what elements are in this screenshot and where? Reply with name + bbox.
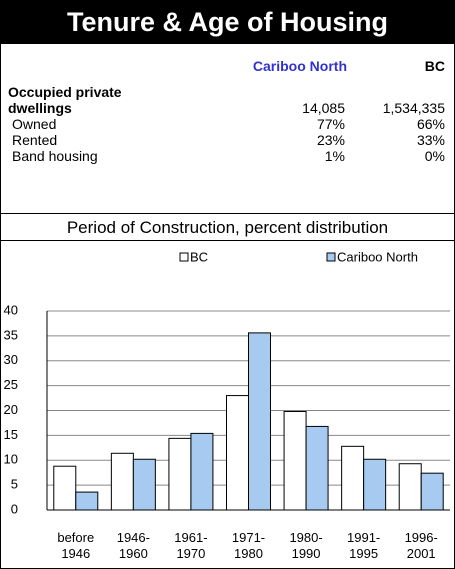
cell-value: 0% (424, 148, 445, 164)
bar (226, 395, 249, 511)
bar (75, 491, 99, 511)
cell-value: 66% (416, 116, 445, 132)
bar (132, 458, 156, 511)
legend-swatch (179, 252, 189, 262)
y-tick-label: 35 (4, 327, 18, 342)
cell-value: 33% (416, 132, 445, 148)
x-tick-label: 1991- 1995 (347, 530, 381, 561)
x-tick-label: before 1946 (57, 530, 95, 561)
cell-value: 1,534,335 (382, 100, 445, 116)
bar (190, 432, 214, 511)
legend-label: BC (190, 249, 208, 264)
bar (305, 425, 329, 511)
x-tick-label: 1971- 1980 (231, 530, 266, 561)
legend-label: Cariboo North (337, 249, 418, 264)
bar (168, 437, 192, 511)
bar (363, 458, 387, 511)
x-tick-label: 1946- 1960 (116, 530, 150, 561)
x-tick-label: 1996- 2001 (404, 530, 438, 561)
bar (398, 463, 422, 511)
legend-swatch (326, 252, 336, 262)
y-tick-label: 5 (11, 477, 18, 492)
y-tick-label: 40 (4, 302, 18, 317)
divider (0, 213, 455, 214)
bar (341, 445, 365, 511)
y-tick-label: 30 (4, 352, 18, 367)
row-label: Occupied private dwellings (8, 84, 122, 116)
bar (110, 452, 134, 511)
bar (283, 410, 307, 511)
row-label: Owned (12, 116, 57, 132)
y-tick-label: 15 (4, 427, 18, 442)
cell-value: 1% (324, 148, 345, 164)
chart-title: Period of Construction, percent distribu… (66, 218, 389, 237)
column-header: BC (424, 58, 445, 74)
row-label: Band housing (12, 148, 98, 164)
bar (420, 472, 444, 511)
title-bar: Tenure & Age of Housing (0, 0, 455, 44)
bar (248, 332, 271, 511)
divider (0, 240, 455, 241)
y-tick-label: 10 (4, 452, 18, 467)
y-tick-label: 25 (4, 377, 18, 392)
column-header: Cariboo North (252, 58, 347, 74)
y-tick-label: 0 (11, 501, 18, 516)
y-tick-label: 20 (4, 402, 18, 417)
cell-value: 77% (316, 116, 345, 132)
cell-value: 14,085 (302, 100, 345, 116)
cell-value: 23% (316, 132, 345, 148)
row-label: Rented (12, 132, 58, 148)
x-tick-label: 1980- 1990 (289, 530, 323, 561)
x-tick-label: 1961- 1970 (174, 530, 208, 561)
bar (53, 465, 77, 511)
